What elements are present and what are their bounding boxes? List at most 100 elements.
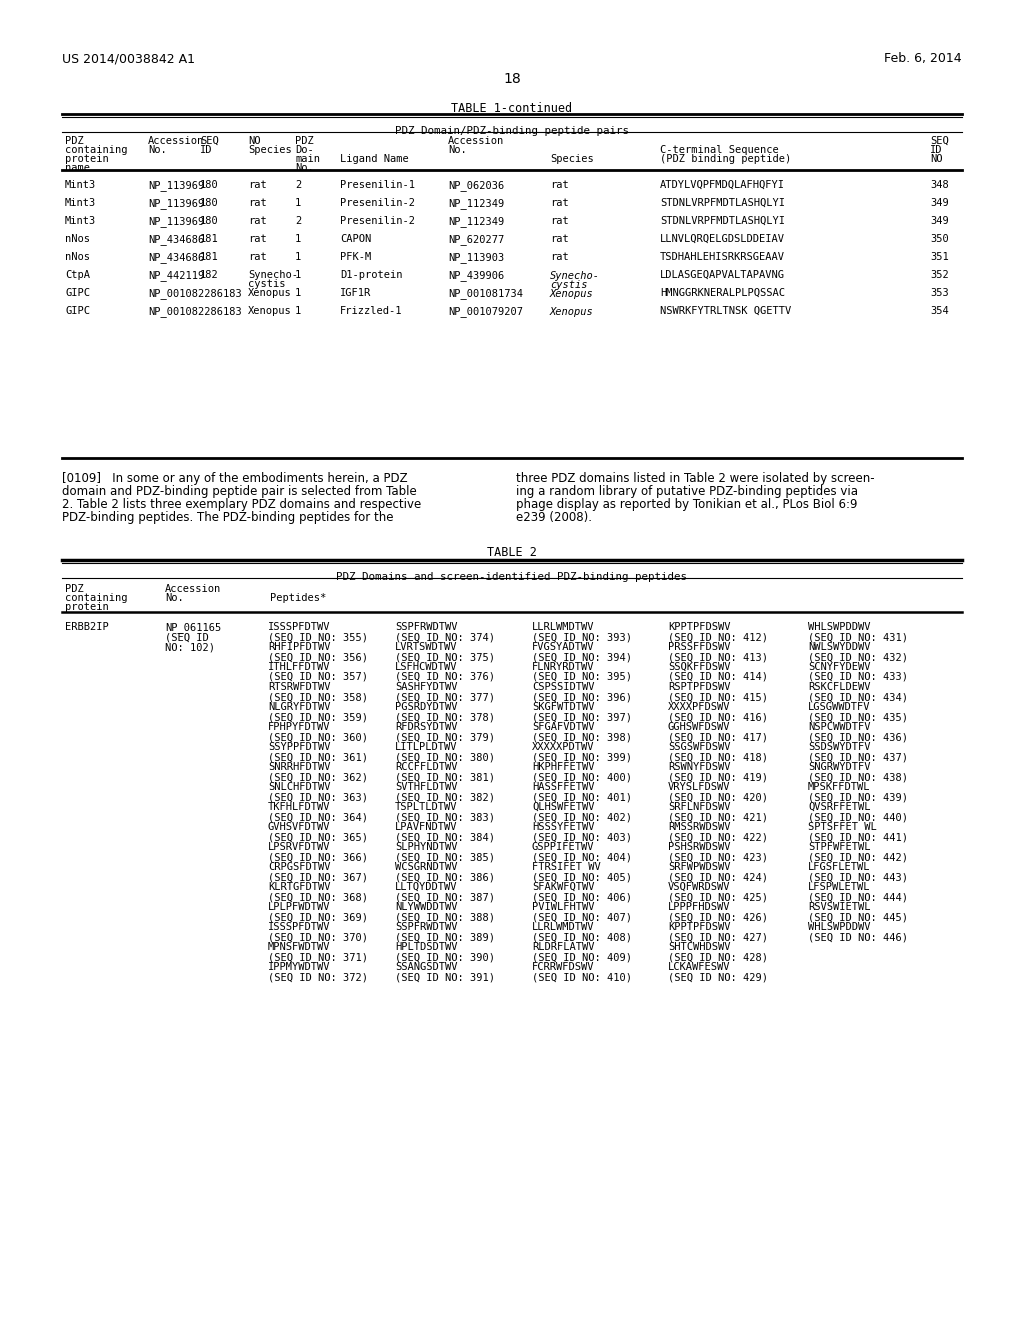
Text: NP_001079207: NP_001079207	[449, 306, 523, 317]
Text: (SEQ ID NO: 435): (SEQ ID NO: 435)	[808, 711, 908, 722]
Text: SEQ: SEQ	[930, 136, 949, 147]
Text: RSWNYFDSWV: RSWNYFDSWV	[668, 762, 730, 772]
Text: rat: rat	[248, 252, 266, 261]
Text: PSHSRWDSWV: PSHSRWDSWV	[668, 842, 730, 851]
Text: LFSPWLETWL: LFSPWLETWL	[808, 882, 870, 892]
Text: (SEQ ID NO: 393): (SEQ ID NO: 393)	[532, 632, 632, 642]
Text: No.: No.	[165, 593, 183, 603]
Text: SRFLNFDSWV: SRFLNFDSWV	[668, 803, 730, 812]
Text: (SEQ ID NO: 400): (SEQ ID NO: 400)	[532, 772, 632, 781]
Text: (SEQ ID NO: 434): (SEQ ID NO: 434)	[808, 692, 908, 702]
Text: (SEQ ID NO: 414): (SEQ ID NO: 414)	[668, 672, 768, 682]
Text: VRYSLFDSWV: VRYSLFDSWV	[668, 781, 730, 792]
Text: (SEQ ID NO: 383): (SEQ ID NO: 383)	[395, 812, 495, 822]
Text: (SEQ ID NO: 386): (SEQ ID NO: 386)	[395, 873, 495, 882]
Text: (SEQ ID NO: 432): (SEQ ID NO: 432)	[808, 652, 908, 663]
Text: LGSGWWDTFV: LGSGWWDTFV	[808, 702, 870, 711]
Text: WHLSWPDDWV: WHLSWPDDWV	[808, 921, 870, 932]
Text: SSGSWFDSWV: SSGSWFDSWV	[668, 742, 730, 752]
Text: VSQFWRDSWV: VSQFWRDSWV	[668, 882, 730, 892]
Text: rat: rat	[248, 216, 266, 226]
Text: SFAKWFQTWV: SFAKWFQTWV	[532, 882, 595, 892]
Text: XXXXXPDTWV: XXXXXPDTWV	[532, 742, 595, 752]
Text: (SEQ ID NO: 403): (SEQ ID NO: 403)	[532, 832, 632, 842]
Text: STDNLVRPFMDTLASHQLYI: STDNLVRPFMDTLASHQLYI	[660, 216, 785, 226]
Text: Mint3: Mint3	[65, 216, 96, 226]
Text: LPPPFHDSWV: LPPPFHDSWV	[668, 902, 730, 912]
Text: NP_113969: NP_113969	[148, 216, 204, 227]
Text: (SEQ ID NO: 384): (SEQ ID NO: 384)	[395, 832, 495, 842]
Text: GVHSVFDTWV: GVHSVFDTWV	[268, 822, 331, 832]
Text: LCKAWFESWV: LCKAWFESWV	[668, 962, 730, 972]
Text: (SEQ ID NO: 387): (SEQ ID NO: 387)	[395, 892, 495, 902]
Text: HASSFFETWV: HASSFFETWV	[532, 781, 595, 792]
Text: LLRLWMDTWV: LLRLWMDTWV	[532, 921, 595, 932]
Text: (SEQ ID NO: 433): (SEQ ID NO: 433)	[808, 672, 908, 682]
Text: CtpA: CtpA	[65, 271, 90, 280]
Text: PDZ: PDZ	[65, 583, 84, 594]
Text: QLHSWFETWV: QLHSWFETWV	[532, 803, 595, 812]
Text: NP_061165: NP_061165	[165, 622, 221, 632]
Text: GSPPIFETWV: GSPPIFETWV	[532, 842, 595, 851]
Text: Presenilin-1: Presenilin-1	[340, 180, 415, 190]
Text: (SEQ ID NO: 428): (SEQ ID NO: 428)	[668, 952, 768, 962]
Text: (SEQ ID NO: 376): (SEQ ID NO: 376)	[395, 672, 495, 682]
Text: ERBB2IP: ERBB2IP	[65, 622, 109, 632]
Text: (SEQ ID NO: 445): (SEQ ID NO: 445)	[808, 912, 908, 921]
Text: SPTSFFET WL: SPTSFFET WL	[808, 822, 877, 832]
Text: (SEQ ID NO: 444): (SEQ ID NO: 444)	[808, 892, 908, 902]
Text: Do-: Do-	[295, 145, 313, 154]
Text: (SEQ ID NO: 446): (SEQ ID NO: 446)	[808, 932, 908, 942]
Text: (SEQ ID NO: 443): (SEQ ID NO: 443)	[808, 873, 908, 882]
Text: CSPSSIDTWV: CSPSSIDTWV	[532, 682, 595, 692]
Text: containing: containing	[65, 145, 128, 154]
Text: (SEQ ID NO: 436): (SEQ ID NO: 436)	[808, 733, 908, 742]
Text: (SEQ ID NO: 362): (SEQ ID NO: 362)	[268, 772, 368, 781]
Text: (SEQ ID NO: 377): (SEQ ID NO: 377)	[395, 692, 495, 702]
Text: 349: 349	[930, 216, 949, 226]
Text: SEQ: SEQ	[200, 136, 219, 147]
Text: SRFWPWDSWV: SRFWPWDSWV	[668, 862, 730, 873]
Text: PRSSFFDSWV: PRSSFFDSWV	[668, 642, 730, 652]
Text: (SEQ ID NO: 405): (SEQ ID NO: 405)	[532, 873, 632, 882]
Text: RFDRSYDTWV: RFDRSYDTWV	[395, 722, 458, 733]
Text: (SEQ ID NO: 431): (SEQ ID NO: 431)	[808, 632, 908, 642]
Text: (SEQ ID NO: 394): (SEQ ID NO: 394)	[532, 652, 632, 663]
Text: (SEQ ID NO: 421): (SEQ ID NO: 421)	[668, 812, 768, 822]
Text: (SEQ ID NO: 368): (SEQ ID NO: 368)	[268, 892, 368, 902]
Text: 354: 354	[930, 306, 949, 315]
Text: cystis: cystis	[550, 280, 588, 290]
Text: US 2014/0038842 A1: US 2014/0038842 A1	[62, 51, 195, 65]
Text: NP_062036: NP_062036	[449, 180, 504, 191]
Text: HMNGGRKNERALPLPQSSAC: HMNGGRKNERALPLPQSSAC	[660, 288, 785, 298]
Text: (SEQ ID: (SEQ ID	[165, 632, 209, 642]
Text: (SEQ ID NO: 408): (SEQ ID NO: 408)	[532, 932, 632, 942]
Text: 180: 180	[200, 180, 219, 190]
Text: 2: 2	[295, 216, 301, 226]
Text: (SEQ ID NO: 401): (SEQ ID NO: 401)	[532, 792, 632, 803]
Text: 348: 348	[930, 180, 949, 190]
Text: rat: rat	[248, 198, 266, 209]
Text: KPPTPFDSWV: KPPTPFDSWV	[668, 921, 730, 932]
Text: protein: protein	[65, 154, 109, 164]
Text: FPHPYFDTWV: FPHPYFDTWV	[268, 722, 331, 733]
Text: Presenilin-2: Presenilin-2	[340, 216, 415, 226]
Text: (SEQ ID NO: 366): (SEQ ID NO: 366)	[268, 851, 368, 862]
Text: (SEQ ID NO: 365): (SEQ ID NO: 365)	[268, 832, 368, 842]
Text: LDLASGEQAPVALTAPAVNG: LDLASGEQAPVALTAPAVNG	[660, 271, 785, 280]
Text: name: name	[65, 162, 90, 173]
Text: (SEQ ID NO: 358): (SEQ ID NO: 358)	[268, 692, 368, 702]
Text: (SEQ ID NO: 404): (SEQ ID NO: 404)	[532, 851, 632, 862]
Text: 2. Table 2 lists three exemplary PDZ domains and respective: 2. Table 2 lists three exemplary PDZ dom…	[62, 498, 421, 511]
Text: RCCFFLDTWV: RCCFFLDTWV	[395, 762, 458, 772]
Text: SNLCHFDTWV: SNLCHFDTWV	[268, 781, 331, 792]
Text: 181: 181	[200, 234, 219, 244]
Text: rat: rat	[248, 180, 266, 190]
Text: (SEQ ID NO: 372): (SEQ ID NO: 372)	[268, 972, 368, 982]
Text: NP_434686: NP_434686	[148, 234, 204, 246]
Text: rat: rat	[550, 234, 568, 244]
Text: HKPHFFETWV: HKPHFFETWV	[532, 762, 595, 772]
Text: Species: Species	[550, 154, 594, 164]
Text: main: main	[295, 154, 319, 164]
Text: (SEQ ID NO: 364): (SEQ ID NO: 364)	[268, 812, 368, 822]
